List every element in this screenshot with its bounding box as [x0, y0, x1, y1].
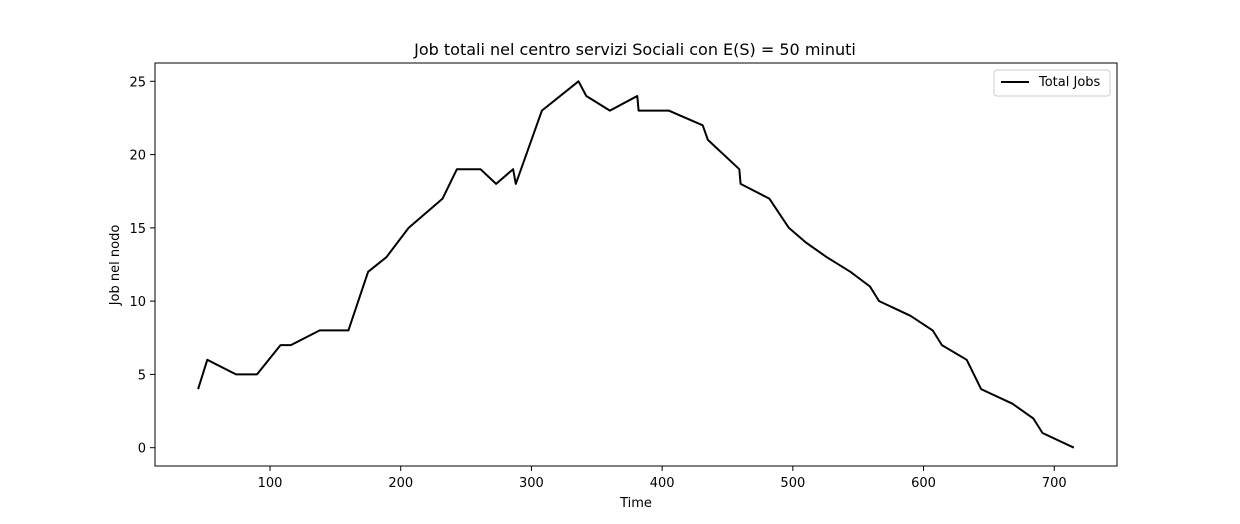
- x-tick-label: 100: [258, 476, 283, 491]
- legend: Total Jobs: [993, 69, 1111, 97]
- legend-label: Total Jobs: [1038, 75, 1101, 90]
- x-tick-label: 200: [388, 476, 413, 491]
- x-tick-label: 300: [519, 476, 544, 491]
- legend-box: [993, 69, 1111, 97]
- series-layer: [197, 80, 1075, 449]
- plot-area: [154, 62, 1118, 467]
- chart-title: Job totali nel centro servizi Sociali co…: [413, 40, 856, 59]
- y-axis: 0 5 10 15 20 25: [129, 75, 155, 457]
- y-tick-label: 15: [129, 222, 146, 237]
- y-axis-label: Job nel nodo: [108, 225, 123, 307]
- y-tick-label: 25: [129, 75, 146, 90]
- x-axis: 100 200 300 400 500 600 700: [258, 466, 1067, 491]
- y-tick-label: 5: [138, 368, 146, 383]
- x-axis-label: Time: [619, 496, 652, 511]
- x-tick-label: 500: [780, 476, 805, 491]
- x-tick-label: 400: [650, 476, 675, 491]
- y-tick-label: 20: [129, 149, 146, 164]
- x-tick-label: 700: [1042, 476, 1067, 491]
- series-line-total-jobs: [197, 80, 1075, 449]
- y-tick-label: 0: [138, 442, 146, 457]
- x-tick-label: 600: [911, 476, 936, 491]
- y-tick-label: 10: [129, 295, 146, 310]
